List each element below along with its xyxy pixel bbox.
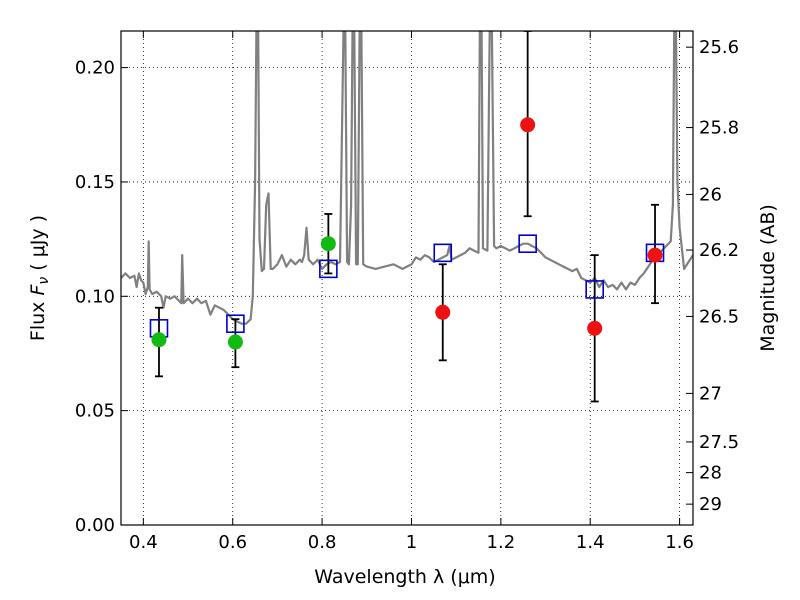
observed_nir-point <box>647 247 663 263</box>
axis-ticks: 0.4 0.6 0.8 1 1.2 1.4 1.6 0.00 0.05 0.10 0.15 0.20 2… <box>75 31 739 553</box>
y-tick-label: 0.00 <box>75 515 115 536</box>
mag-tick-label: 25.6 <box>699 37 739 58</box>
y-axis-right-title: Magnitude (AB) <box>757 204 779 352</box>
mag-tick-label: 28 <box>699 463 722 484</box>
observed_nir-point <box>435 304 451 320</box>
y-axis-title-prefix: Flux <box>27 296 49 342</box>
model-square-marker <box>585 280 604 299</box>
mag-tick-label: 26.2 <box>699 240 739 261</box>
y-axis-title-unit: ( μJy ) <box>27 215 49 277</box>
y-axis-title-subscript: ν <box>36 277 52 285</box>
model-square-marker <box>226 314 245 334</box>
mag-tick-label: 25.8 <box>699 118 739 139</box>
x-tick-label: 0.4 <box>129 532 158 553</box>
x-tick-label: 1.4 <box>576 532 605 553</box>
x-tick-label: 0.8 <box>308 532 337 553</box>
plot-frame <box>120 30 694 526</box>
model-square-marker <box>319 259 338 279</box>
x-tick-label: 1.2 <box>487 532 516 553</box>
observed_optical-point <box>151 332 167 348</box>
mag-tick-label: 26.5 <box>699 306 739 327</box>
y-tick-label: 0.10 <box>75 286 115 307</box>
y-tick-label: 0.15 <box>75 172 115 193</box>
observed_nir-point <box>587 320 603 336</box>
x-tick-label: 1 <box>406 532 417 553</box>
y-tick-label: 0.20 <box>75 58 115 79</box>
mag-tick-label: 26 <box>699 184 722 205</box>
observed_optical-point <box>320 236 336 252</box>
mag-tick-label: 27 <box>699 383 722 404</box>
observed_nir-point <box>520 117 536 133</box>
x-tick-label: 1.6 <box>665 532 694 553</box>
mag-tick-label: 27.5 <box>699 432 739 453</box>
x-tick-label: 0.6 <box>218 532 247 553</box>
y-axis-title-symbol: F <box>27 284 49 296</box>
data-series <box>121 31 693 403</box>
model-square-marker <box>518 234 537 253</box>
observed_optical-point <box>227 334 243 350</box>
mag-tick-label: 29 <box>699 494 722 515</box>
y-tick-label: 0.05 <box>75 401 115 422</box>
model-square-marker <box>433 243 453 263</box>
plot-data-area <box>121 31 693 403</box>
x-axis-title: Wavelength λ (μm) <box>314 566 495 588</box>
y-axis-title: Flux Fν ( μJy ) <box>27 215 52 341</box>
